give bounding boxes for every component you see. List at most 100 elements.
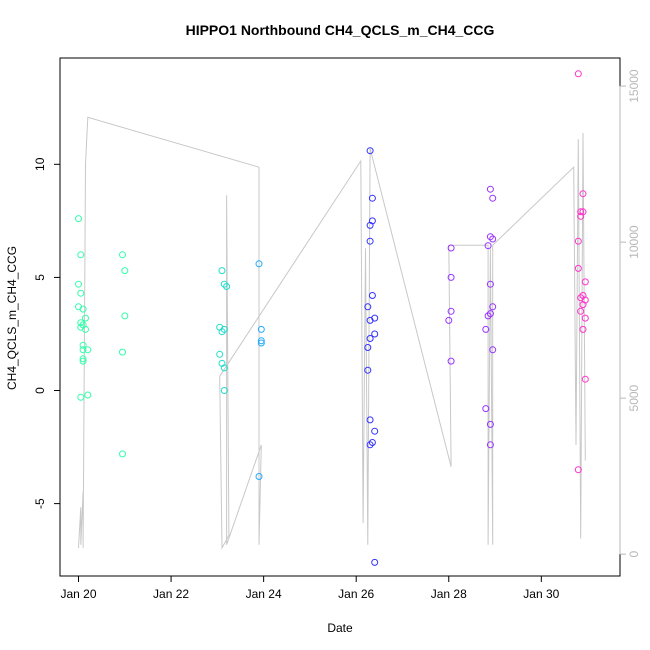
data-point (482, 405, 490, 413)
x-tick-label: Jan 30 (523, 587, 559, 601)
data-point (366, 147, 374, 155)
data-point (371, 427, 379, 435)
data-point (484, 312, 492, 320)
data-point (447, 357, 455, 365)
data-point (447, 273, 455, 281)
data-point (371, 558, 379, 566)
data-point (119, 450, 126, 458)
data-point (577, 212, 585, 220)
data-point (445, 316, 453, 324)
data-point (220, 325, 228, 333)
data-point (581, 375, 589, 383)
data-point (82, 325, 89, 333)
x-axis-label: Date (327, 621, 353, 635)
data-point (255, 473, 263, 480)
x-tick-label: Jan 26 (338, 587, 374, 601)
data-point (119, 251, 126, 259)
data-point (447, 307, 455, 315)
data-point (121, 267, 129, 275)
data-point (77, 251, 85, 259)
data-point (486, 310, 494, 318)
data-point (366, 335, 374, 342)
data-point (121, 312, 129, 320)
data-point (489, 303, 497, 311)
data-point (366, 237, 374, 245)
data-point (486, 280, 494, 288)
altitude-line (78, 116, 586, 550)
data-point (364, 366, 372, 374)
data-point (218, 328, 226, 336)
y-axis-label: CH4_QCLS_m_CH4_CCG (5, 246, 19, 390)
data-point (579, 301, 587, 309)
x-tick-label: Jan 24 (246, 587, 282, 601)
data-point (489, 194, 497, 202)
altitude-layer (78, 116, 586, 550)
data-point (447, 244, 455, 252)
y2-tick-label: 5000 (627, 384, 641, 411)
x-tick-label: Jan 28 (431, 587, 467, 601)
data-point (82, 314, 89, 322)
data-point (484, 242, 492, 250)
data-point (486, 233, 494, 241)
data-point (220, 280, 228, 288)
y2-axis: 0 5000 10000 15000 (619, 69, 641, 558)
data-point (486, 420, 494, 428)
y-tick-label: 5 (33, 274, 47, 281)
data-point (216, 350, 224, 358)
data-point (574, 466, 582, 474)
data-point (84, 391, 92, 399)
data-point (486, 185, 494, 193)
data-point (581, 278, 589, 286)
x-tick-label: Jan 20 (60, 587, 96, 601)
data-point (75, 280, 82, 288)
y2-tick-label: 10000 (627, 225, 641, 259)
data-point (79, 346, 87, 354)
y-tick-label: 0 (33, 387, 47, 394)
data-point (257, 325, 265, 333)
data-point (371, 330, 379, 338)
data-point (581, 314, 589, 322)
data-point (368, 439, 376, 446)
data-point (579, 190, 587, 198)
data-point (220, 387, 228, 394)
y-axis: -5 0 5 10 (33, 157, 60, 509)
data-point (77, 319, 85, 327)
data-point (574, 264, 582, 272)
data-point (366, 416, 374, 424)
data-point (79, 357, 87, 365)
data-point (486, 441, 494, 449)
data-point (75, 215, 82, 223)
data-point (257, 337, 265, 345)
data-point (77, 393, 85, 401)
data-point (366, 441, 374, 449)
data-point (577, 307, 585, 315)
points-layer (75, 70, 589, 566)
data-point (220, 364, 228, 372)
plot-frame (59, 57, 621, 577)
y2-tick-label: 15000 (627, 69, 641, 103)
data-point (368, 194, 376, 202)
data-point (482, 325, 490, 333)
data-point (579, 325, 587, 333)
data-point (364, 344, 372, 351)
data-point (366, 221, 374, 229)
y2-tick-label: 0 (627, 551, 641, 558)
chart-title: HIPPO1 Northbound CH4_QCLS_m_CH4_CCG (186, 22, 495, 38)
data-point (255, 260, 263, 268)
data-point (79, 341, 87, 349)
data-point (368, 292, 376, 299)
data-point (77, 289, 85, 297)
data-point (489, 346, 497, 354)
x-tick-label: Jan 22 (153, 587, 189, 601)
data-point (489, 235, 497, 243)
x-axis: Jan 20 Jan 22 Jan 24 Jan 26 Jan 28 Jan 30 (60, 576, 560, 601)
data-point (574, 70, 582, 78)
data-point (364, 303, 372, 311)
y-tick-label: 10 (33, 157, 47, 171)
data-point (79, 305, 87, 313)
data-point (223, 283, 231, 290)
data-point (577, 208, 585, 216)
data-point (79, 355, 87, 363)
data-point (84, 346, 92, 354)
